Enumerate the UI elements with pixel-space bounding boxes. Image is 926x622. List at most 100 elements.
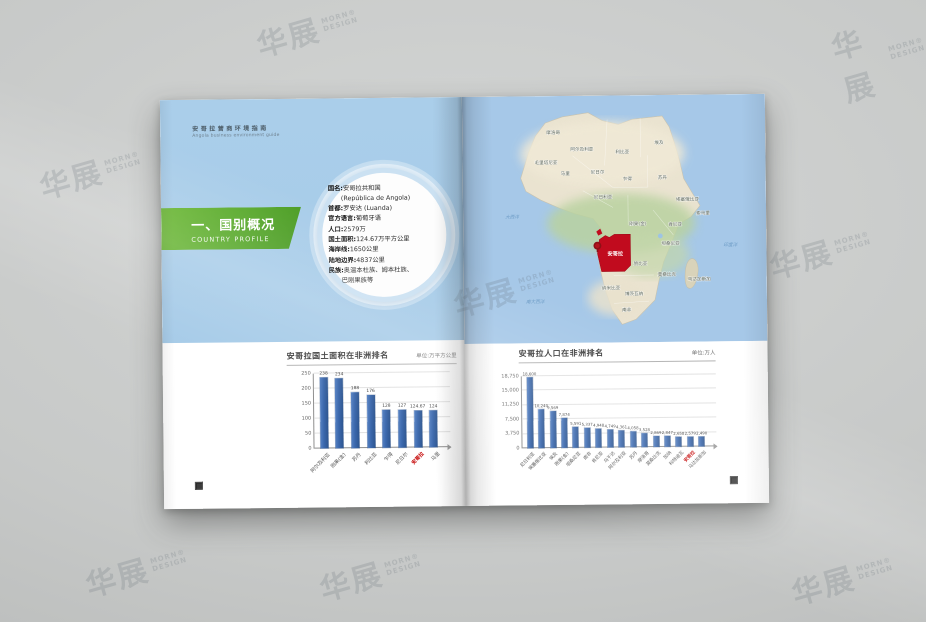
bar-value-label: 128 [382,403,391,409]
country-borders [572,118,674,304]
angola-map-label: 安哥拉 [607,249,623,257]
bar-category-label: 苏丹 [351,451,363,464]
page-number-badge [729,476,738,485]
bar: 4,749 [604,423,616,448]
y-axis-tick: 18,750 [501,372,519,380]
bar-slot: 10,240 埃塞俄比亚 [528,403,548,472]
y-axis-tick: 50 [304,430,312,437]
bar-slot: 124 马里 [426,404,442,462]
bar: 2,490 [696,431,707,447]
bar-category-label: 利比亚 [363,451,379,467]
doc-title-en: Angola business environment guide [192,132,280,139]
bar-slot: 2,869 莫桑比克 [646,430,662,467]
angola-region [597,234,631,272]
map-label: 南大西洋 [526,299,546,305]
bar: 5,591 [570,420,581,448]
bar: 234 [335,372,344,449]
population-chart-header: 安哥拉人口在非洲排名 单位:万人 [518,346,716,364]
page-right: 安哥拉 摩洛哥 阿尔及利亚 利比亚 埃及 毛里塔尼亚 马里 尼日尔 乍得 苏丹 尼日利亚 埃塞俄比亚… [461,93,770,506]
map-label: 埃及 [654,139,664,146]
map-label: 埃塞俄比亚 [676,196,699,203]
bar-slot: 2,579 安哥拉 [683,431,696,464]
country-profile-circle: 国名:安哥拉共和国 (República de Angola) 首都:罗安达 (Lu… [316,167,452,303]
bar-value-label: 2,658 [673,430,685,436]
profile-row: 巴刚果族等 [341,277,374,285]
bar-value-label: 124.67 [409,404,426,410]
bar-slot: 5,337 南非 [582,421,594,461]
watermark: 华展 MORN® DESIGN [36,149,143,207]
y-axis-tick: 7,500 [504,416,520,423]
bar-category-label: 刚果(金) [329,451,348,470]
bar-value-label: 176 [366,389,375,395]
y-axis-tick: 200 [301,385,311,392]
bar-slot: 234 刚果(金) [330,372,348,470]
map-label: 纳米比亚 [602,284,621,291]
africa-map: 安哥拉 摩洛哥 阿尔及利亚 利比亚 埃及 毛里塔尼亚 马里 尼日尔 乍得 苏丹 尼日利亚 埃塞俄比亚… [461,93,768,345]
bar: 4,058 [627,426,639,448]
left-page-blue-panel: 安哥拉营商环境指南 Angola business environment gu… [159,97,465,344]
page-number-badge [194,481,203,490]
bar-value-label: 4,058 [627,425,639,431]
bar-category-label: 尼日尔 [395,451,410,467]
bar: 176 [366,389,376,449]
bar-value-label: 2,847 [661,429,673,436]
map-label: 利比亚 [615,148,629,155]
map-label: 肯尼亚 [668,221,682,228]
country-profile-list: 国名:安哥拉共和国 (República de Angola) 首都:罗安达 (Lu… [328,183,441,287]
watermark: 华展 MORN® DESIGN [253,7,360,65]
bar: 124.67 [410,404,425,448]
bar-slot: 5,591 坦桑尼亚 [566,420,582,468]
bar-value-label: 127 [397,403,407,409]
bar-slot: 176 利比亚 [363,389,379,466]
bar: 5,337 [582,421,593,448]
bar: 188 [351,386,360,449]
doc-title-cn: 安哥拉营商环境指南 [192,125,269,133]
map-label: 尼日利亚 [594,193,613,200]
bar-category-label: 马里 [429,451,442,463]
bar: 10,240 [534,403,548,449]
bar-slot: 4,948 肯尼亚 [592,423,605,465]
population-chart-unit: 单位:万人 [691,350,716,357]
bar-slot: 4,749 乌干达 [603,423,616,464]
y-axis-tick: 3,750 [505,430,520,437]
bar-value-label: 3,528 [638,427,651,433]
bar-slot: 3,528 摩洛哥 [637,428,650,465]
watermark: 华展 MORN® DESIGN [766,229,873,287]
bar-slot: 128 乍得 [379,403,395,462]
bar-value-label: 10,240 [534,402,549,408]
map-label: 莫桑比克 [658,271,677,278]
bar: 2,579 [685,431,696,447]
bar-slot: 18,600 尼日利亚 [520,371,536,469]
map-label: 印度洋 [723,242,738,248]
bar-value-label: 18,600 [522,370,537,376]
area-chart-title: 安哥拉国土面积在非洲排名 [286,350,389,361]
area-chart-plot: 0 50 100 150 200 250 238 阿尔及利亚 234 刚果(金) 188 苏丹 176 利… [301,370,451,474]
map-label: 阿尔及利亚 [570,146,593,153]
bar-value-label: 238 [319,371,328,377]
area-chart-header: 安哥拉国土面积在非洲排名 单位:万平方公里 [286,349,457,366]
y-axis-tick: 0 [516,444,520,451]
map-label: 博茨瓦纳 [625,290,644,297]
bar-category-label: 乍得 [382,451,395,463]
section-title: 一、国别概况 [191,217,276,234]
bar-value-label: 5,591 [570,420,582,426]
cabinda-region [596,228,603,236]
bar-value-label: 2,579 [684,430,696,436]
bar: 2,869 [650,430,662,448]
madagascar [684,258,699,289]
watermark: 华展 MORN® DESIGN [316,551,423,609]
area-chart-unit: 单位:万平方公里 [416,353,457,360]
bar: 18,600 [523,371,536,449]
population-chart-plot: 0 3,750 7,500 11,250 15,000 18,750 18,600 尼日利亚 1… [501,371,717,472]
bar-value-label: 234 [334,372,344,378]
bar-value-label: 7,874 [558,411,570,417]
y-axis-tick: 150 [301,400,312,407]
bar-slot: 2,490 马达加斯加 [688,431,708,470]
location-pin-icon [593,241,602,253]
bar: 2,847 [662,430,673,447]
bar: 9,569 [547,405,558,449]
bars-group: 18,600 尼日利亚 10,240 埃塞俄比亚 9,569 埃及 7,874 刚果(金) 5,… [520,371,708,472]
bar: 4,948 [593,423,604,448]
y-axis-tick: 100 [301,415,312,422]
